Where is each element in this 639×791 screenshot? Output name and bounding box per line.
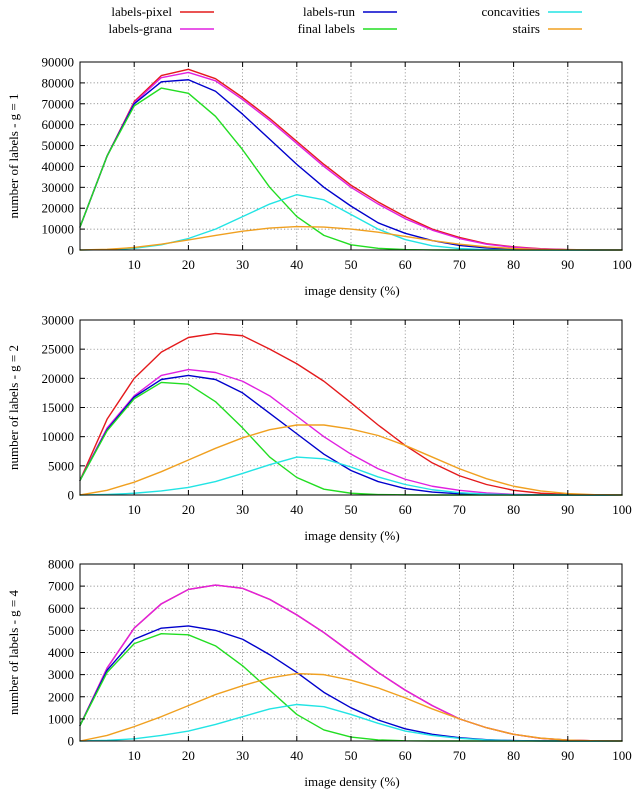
x-tick-label: 50 (345, 502, 358, 517)
y-tick-label: 8000 (48, 557, 74, 572)
y-tick-label: 0 (68, 243, 75, 258)
x-tick-label: 40 (290, 257, 303, 272)
x-tick-label: 40 (290, 502, 303, 517)
x-tick-label: 20 (182, 257, 195, 272)
x-axis-label: image density (%) (304, 528, 399, 543)
chart-panel-1: 10 20 30 40 50 60 70 80 90 100 0 10000 20000 30000 400… (6, 55, 632, 299)
legend-label: labels-run (303, 4, 355, 19)
y-tick-label: 50000 (42, 138, 75, 153)
x-tick-label: 100 (612, 257, 632, 272)
series-line-concavities (79, 703, 623, 742)
plots: 10 20 30 40 50 60 70 80 90 1000100002000030000400… (6, 55, 632, 790)
y-tick-label: 0 (68, 734, 75, 749)
series-line-stairs (79, 672, 623, 742)
x-tick-label: 70 (453, 748, 466, 763)
series-line-stairs (79, 225, 623, 251)
x-tick-label: 30 (236, 257, 249, 272)
y-tick-label: 70000 (42, 96, 75, 111)
y-tick-label: 80000 (42, 75, 75, 90)
x-tick-label: 50 (345, 257, 358, 272)
y-tick-label: 1000 (48, 711, 74, 726)
chart-panel-2: 10 20 30 40 50 60 70 80 90 100 0 5000 10000 15000 2000… (6, 313, 632, 544)
x-tick-label: 10 (128, 502, 141, 517)
y-axis-label: number of labels - g = 4 (6, 589, 21, 715)
legend-item-labels-grana: labels-grana (108, 21, 214, 36)
legend-label: final labels (298, 21, 355, 36)
y-tick-label: 2000 (48, 689, 74, 704)
y-tick-label: 10000 (42, 222, 75, 237)
y-tick-label: 5000 (48, 458, 74, 473)
x-tick-label: 90 (561, 502, 574, 517)
y-tick-label: 20000 (42, 371, 75, 386)
legend-item-labels-pixel: labels-pixel (111, 4, 214, 19)
legend-label: stairs (513, 21, 540, 36)
legend-item-final-labels: final labels (298, 21, 397, 36)
legend-label: concavities (482, 4, 540, 19)
y-tick-label: 30000 (42, 313, 75, 328)
y-tick-label: 6000 (48, 601, 74, 616)
legend-label: labels-pixel (111, 4, 172, 19)
chart-panel-3: 10 20 30 40 50 60 70 80 90 1000100020003000400050… (6, 557, 632, 790)
y-tick-label: 30000 (42, 180, 75, 195)
legend-label: labels-grana (108, 21, 172, 36)
y-tick-label: 7000 (48, 579, 74, 594)
x-tick-label: 70 (453, 257, 466, 272)
y-tick-label: 10000 (42, 429, 75, 444)
x-tick-label: 100 (612, 502, 632, 517)
y-tick-label: 4000 (48, 645, 74, 660)
x-tick-label: 70 (453, 502, 466, 517)
plot-frame (79, 319, 623, 496)
x-tick-label: 20 (182, 502, 195, 517)
x-tick-label: 80 (507, 502, 520, 517)
x-tick-label: 80 (507, 748, 520, 763)
legend: labels-pixel labels-grana labels-run final … (108, 4, 582, 36)
x-tick-label: 100 (612, 748, 632, 763)
series-line-stairs (79, 424, 623, 496)
x-tick-label: 10 (128, 257, 141, 272)
y-axis-label: number of labels - g = 1 (6, 93, 21, 218)
x-tick-label: 80 (507, 257, 520, 272)
x-tick-label: 30 (236, 502, 249, 517)
x-axis-label: image density (%) (304, 774, 399, 789)
y-tick-label: 0 (68, 488, 75, 503)
series-line-labels-pixel (79, 332, 623, 496)
x-tick-label: 40 (290, 748, 303, 763)
x-tick-label: 90 (561, 257, 574, 272)
x-tick-label: 90 (561, 748, 574, 763)
y-tick-label: 60000 (42, 117, 75, 132)
x-tick-label: 60 (399, 257, 412, 272)
legend-item-labels-run: labels-run (303, 4, 397, 19)
series-line-concavities (79, 456, 623, 496)
x-tick-label: 20 (182, 748, 195, 763)
y-tick-label: 5000 (48, 623, 74, 638)
legend-item-stairs: stairs (513, 21, 582, 36)
y-tick-label: 15000 (42, 400, 75, 415)
y-tick-label: 90000 (42, 55, 75, 70)
legend-item-concavities: concavities (482, 4, 582, 19)
y-tick-label: 40000 (42, 159, 75, 174)
series-line-labels-grana (79, 71, 623, 251)
x-tick-label: 60 (399, 502, 412, 517)
y-tick-label: 20000 (42, 201, 75, 216)
x-tick-label: 10 (128, 748, 141, 763)
x-tick-label: 30 (236, 748, 249, 763)
x-tick-label: 50 (345, 748, 358, 763)
x-axis-label: image density (%) (304, 283, 399, 298)
y-tick-label: 3000 (48, 667, 74, 682)
y-tick-label: 25000 (42, 342, 75, 357)
x-tick-label: 60 (399, 748, 412, 763)
y-axis-label: number of labels - g = 2 (6, 345, 21, 470)
